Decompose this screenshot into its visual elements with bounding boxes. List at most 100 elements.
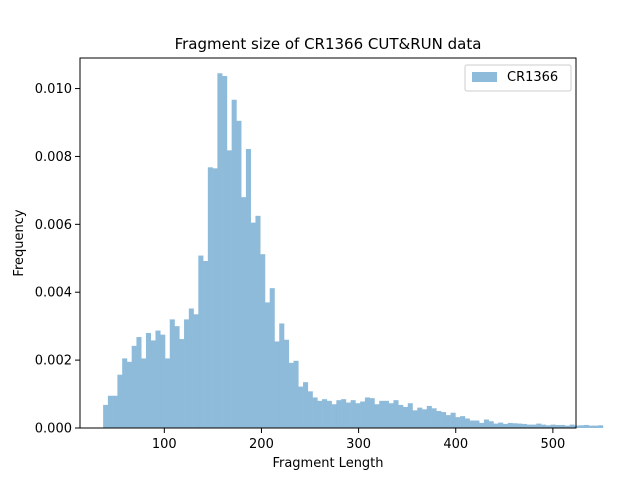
histogram-bar [521,423,528,428]
histogram-bar [526,424,532,428]
histogram-bar [212,168,218,428]
histogram-bar [422,409,428,428]
histogram-bar [274,341,280,428]
histogram-bar [179,339,185,428]
y-axis-ticks: 0.000 0.002 0.004 0.006 0.008 0.010 [35,82,80,437]
y-tick-label: 0.008 [35,150,72,165]
legend-box [464,64,572,92]
histogram-bar [479,422,485,428]
histogram-bar [550,424,556,428]
histogram-bar [569,424,575,428]
histogram-bar [331,404,337,428]
histogram-bar [322,399,328,428]
y-axis-label: Frequency [12,209,27,276]
histogram-bar [107,395,113,428]
histogram-bar [455,417,461,428]
histogram-bar [293,360,299,428]
histogram-bar [260,254,266,428]
histogram-bar [136,337,142,428]
histogram-bar [574,425,580,428]
histogram-bar [165,358,171,428]
histogram-bar [555,424,561,428]
x-tick-label: 200 [249,437,274,452]
x-tick-label: 100 [152,437,177,452]
chart-title: Fragment size of CR1366 CUT&RUN data [175,35,482,53]
histogram-bar [145,332,152,428]
histogram-bar [445,415,451,428]
legend-swatch [472,72,497,82]
histogram-bar [226,150,232,428]
histogram-bar [383,400,390,428]
histogram-bar [312,397,318,428]
histogram-bar [531,424,537,428]
histogram-bar [245,148,251,428]
histogram-bar [341,399,347,428]
histogram-bar [579,425,585,428]
histogram-bar [203,260,209,428]
histogram-bar [583,424,589,428]
histogram-bar [364,397,370,428]
histogram-bar [169,319,175,428]
histogram-bar [360,401,366,428]
histogram-bar [217,73,223,428]
y-tick-label: 0.010 [35,82,72,97]
histogram-bar [474,420,480,428]
histogram-bar [374,404,380,428]
histogram-bar [241,197,247,428]
histogram-bar [250,222,256,428]
histogram-bar [483,419,489,428]
histogram-bar [512,423,518,428]
histogram-bar [598,425,604,428]
histogram-bar [541,424,547,428]
histogram-bar [517,423,523,428]
histogram-bar [317,400,323,428]
histogram-bar [141,358,147,428]
histogram-bar [436,411,442,428]
histogram-bar [588,425,594,428]
histogram-bar [488,421,494,428]
histogram-bar [460,416,466,428]
histogram-bar [507,422,513,428]
histogram-bar [393,400,399,428]
histogram-bar [464,418,470,428]
histogram-bar [184,319,190,428]
histogram-bar [560,424,566,428]
histogram-bar [126,361,132,428]
y-tick-label: 0.004 [35,286,72,301]
histogram-bar [198,255,204,428]
histogram-bar [103,404,109,428]
legend-label: CR1366 [507,70,558,85]
x-tick-label: 400 [443,437,468,452]
histogram-bar [307,391,313,428]
histogram-bar [174,326,180,428]
histogram-bar [193,314,199,428]
histogram-bar [131,345,137,428]
histogram-bar [469,420,475,428]
histogram-bar [407,403,413,428]
histogram-bar [298,386,304,428]
histogram-bar [593,425,599,428]
histogram-bar [564,425,570,428]
x-axis-label: Fragment Length [272,456,383,471]
histogram-bar [336,400,342,428]
histogram-bar [255,215,261,428]
histogram-bar [117,374,123,428]
histogram-bar [355,403,361,428]
histogram-bar [417,407,423,428]
x-axis-ticks: 100 200 300 400 500 [152,428,565,452]
histogram-bar [188,308,194,428]
histogram-bar [112,395,118,428]
histogram-bar [269,288,275,428]
histogram-bar [279,323,285,428]
histogram-bar [502,423,509,428]
histogram-bar [155,330,161,428]
histogram-bar [236,120,242,429]
x-tick-label: 500 [540,437,565,452]
histogram-bar [345,402,351,428]
histogram-bar [426,405,432,428]
histogram-bar [284,339,290,428]
histogram-bar [303,382,309,428]
histogram-bar [288,362,294,428]
histogram-bar [388,403,394,428]
